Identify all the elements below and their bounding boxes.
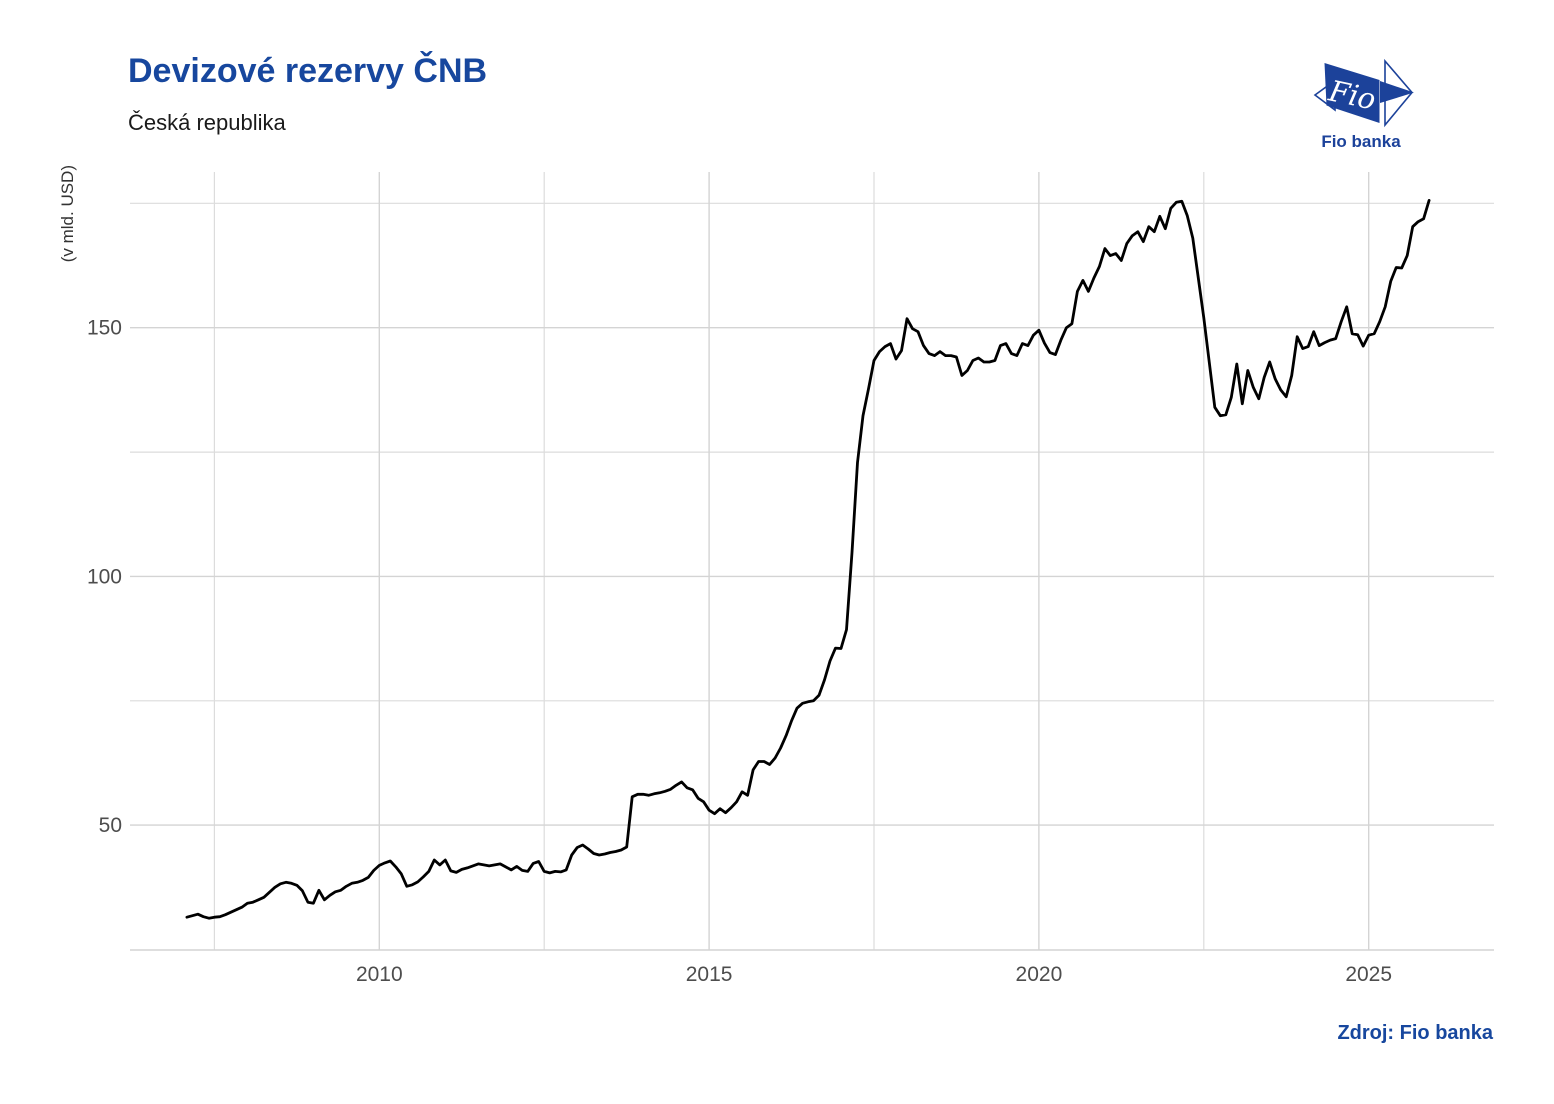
y-tick-label: 50 <box>99 814 122 837</box>
y-axis-label: (v mld. USD) <box>58 165 77 263</box>
page-subtitle: Česká republika <box>128 110 286 135</box>
source-caption: Zdroj: Fio banka <box>1337 1022 1493 1044</box>
logo-caption: Fio banka <box>1321 132 1401 151</box>
fio-logo-mark: Fio <box>1313 58 1414 128</box>
x-tick-label: 2010 <box>356 963 403 986</box>
x-tick-label: 2020 <box>1016 963 1063 986</box>
logo-arrow-icon <box>1380 81 1414 103</box>
page-title: Devizové rezervy ČNB <box>128 52 488 90</box>
fio-banka-logo: Fio Fio banka <box>1313 58 1414 151</box>
y-tick-label: 150 <box>87 317 122 340</box>
series-line <box>185 199 1431 920</box>
x-tick-label: 2015 <box>686 963 733 986</box>
logo-pennant-icon <box>1324 63 1380 123</box>
y-tick-label: 100 <box>87 565 122 588</box>
x-tick-label: 2025 <box>1345 963 1392 986</box>
